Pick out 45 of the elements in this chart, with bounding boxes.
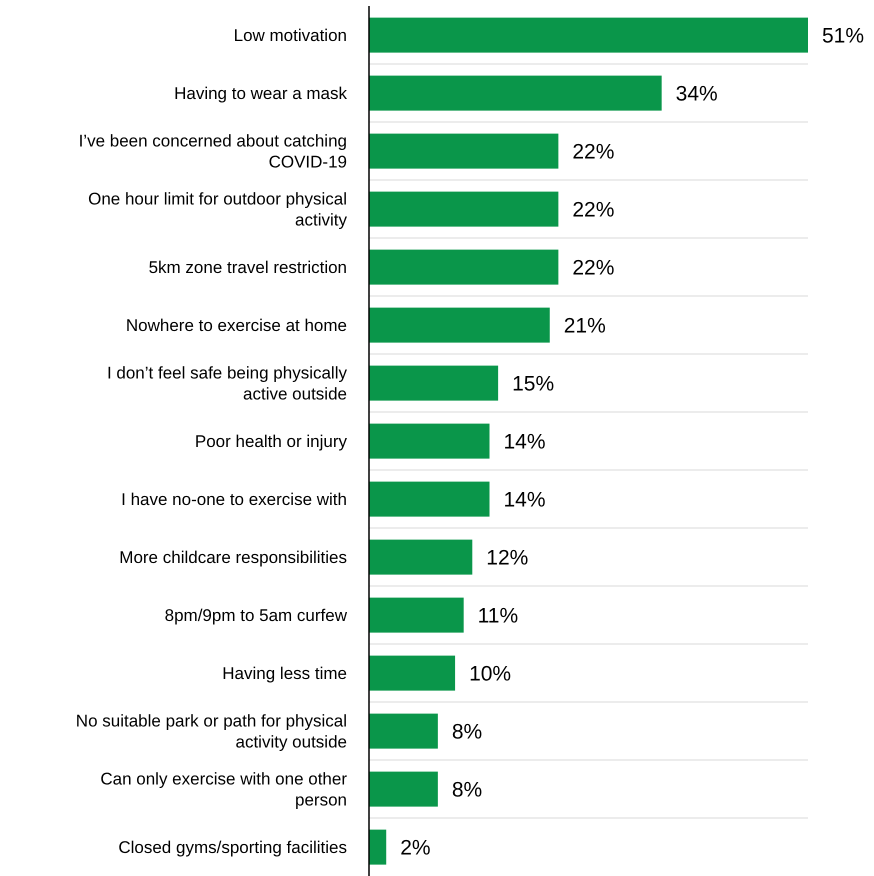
bar	[369, 482, 490, 517]
y-tick-label: Nowhere to exercise at home	[126, 316, 347, 334]
data-label: 8%	[452, 720, 482, 744]
bar	[369, 540, 472, 575]
data-label: 12%	[486, 546, 528, 570]
bar	[369, 830, 386, 865]
bar	[369, 656, 456, 691]
bar	[369, 18, 808, 53]
y-tick-label: Low motivation	[234, 26, 347, 44]
bar	[369, 250, 558, 285]
bar	[369, 76, 662, 111]
bar	[369, 192, 558, 227]
data-label: 34%	[676, 82, 718, 106]
data-label: 2%	[400, 836, 431, 860]
y-tick-label: No suitable park or path for physical activity outside	[76, 711, 347, 751]
data-label: 11%	[478, 604, 518, 628]
y-tick-label: Having to wear a mask	[174, 84, 348, 102]
data-label: 22%	[572, 256, 614, 280]
data-label: 51%	[822, 24, 864, 48]
y-tick-label: Can only exercise with one other person	[100, 769, 348, 809]
y-tick-label: One hour limit for outdoor physical activity	[88, 189, 348, 229]
y-tick-label: Poor health or injury	[194, 432, 348, 450]
bar	[369, 598, 464, 633]
y-tick-label: 5km zone travel restriction	[148, 258, 347, 276]
y-tick-label: Having less time	[222, 664, 347, 682]
data-label: 15%	[512, 372, 554, 396]
data-label: 14%	[504, 430, 546, 454]
y-tick-label: More childcare responsibilities	[119, 548, 347, 566]
bar	[369, 366, 498, 401]
data-label: 8%	[452, 778, 482, 802]
y-tick-label: 8pm/9pm to 5am curfew	[164, 606, 348, 624]
data-label: 22%	[572, 140, 614, 164]
y-tick-label: Closed gyms/sporting facilities	[118, 838, 347, 856]
bar	[369, 772, 438, 807]
y-tick-label: I don’t feel safe being physically active outside	[106, 363, 348, 403]
bar	[369, 714, 438, 749]
data-label: 22%	[572, 198, 614, 222]
y-tick-label: I’ve been concerned about catching COVID-19	[78, 131, 347, 171]
y-tick-label: I have no-one to exercise with	[121, 490, 347, 508]
bar	[369, 308, 550, 343]
bar	[369, 424, 490, 459]
data-label: 14%	[504, 488, 546, 512]
data-label: 21%	[564, 314, 606, 338]
bar	[369, 134, 558, 169]
data-label: 10%	[469, 662, 512, 686]
